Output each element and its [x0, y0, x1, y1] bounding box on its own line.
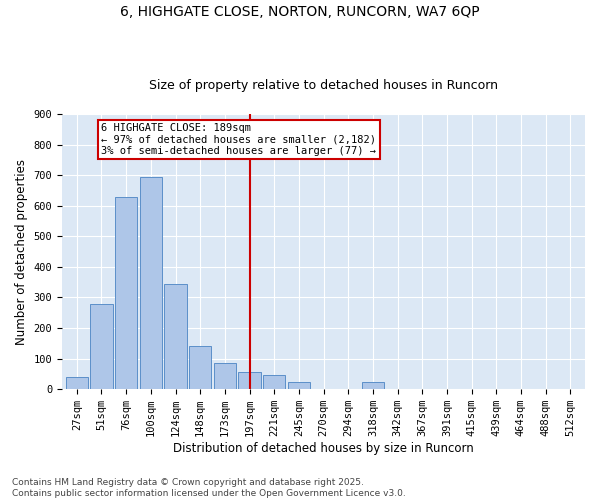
Text: Contains HM Land Registry data © Crown copyright and database right 2025.
Contai: Contains HM Land Registry data © Crown c… [12, 478, 406, 498]
Text: 6, HIGHGATE CLOSE, NORTON, RUNCORN, WA7 6QP: 6, HIGHGATE CLOSE, NORTON, RUNCORN, WA7 … [120, 5, 480, 19]
Bar [140, 176, 162, 389]
Bar [263, 376, 285, 389]
Bar [66, 377, 88, 389]
Bar [238, 372, 260, 389]
Bar [164, 284, 187, 389]
Bar [91, 304, 113, 389]
Bar [189, 346, 211, 389]
Bar [214, 363, 236, 389]
Bar [362, 382, 384, 389]
X-axis label: Distribution of detached houses by size in Runcorn: Distribution of detached houses by size … [173, 442, 474, 455]
Bar [115, 196, 137, 389]
Title: Size of property relative to detached houses in Runcorn: Size of property relative to detached ho… [149, 79, 498, 92]
Text: 6 HIGHGATE CLOSE: 189sqm
← 97% of detached houses are smaller (2,182)
3% of semi: 6 HIGHGATE CLOSE: 189sqm ← 97% of detach… [101, 123, 376, 156]
Bar [288, 382, 310, 389]
Y-axis label: Number of detached properties: Number of detached properties [15, 158, 28, 344]
